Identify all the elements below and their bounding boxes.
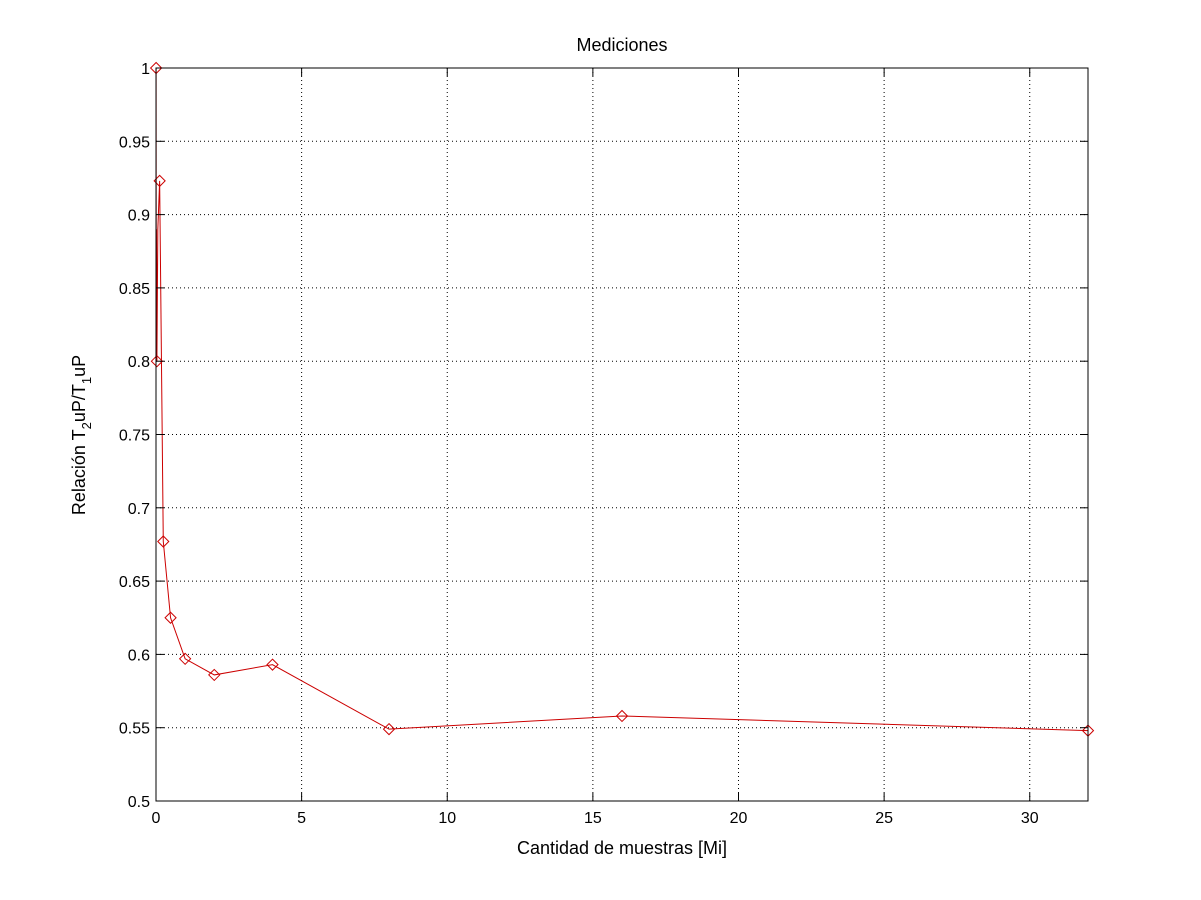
y-axis-label-subscript: 1	[79, 377, 94, 384]
grid	[156, 68, 1088, 801]
y-tick-label: 1	[141, 61, 150, 78]
data-point-marker	[615, 709, 629, 723]
y-axis-label-part: Relación T	[69, 429, 89, 515]
y-tick-labels: 0.5 0.55 0.6 0.65 0.7 0.75 0.8 0.85 0.9 0.95 1	[119, 61, 150, 811]
data-point-marker	[266, 658, 279, 671]
data-point-marker	[150, 354, 164, 368]
data-point-marker	[208, 668, 221, 682]
x-tick-label: 25	[875, 810, 893, 827]
x-tick-labels: 0 5 10 15 20 25 30	[152, 810, 1039, 827]
y-tick-label: 0.6	[128, 647, 150, 664]
y-axis-label-part: uP/T	[69, 384, 89, 422]
series-layer	[149, 61, 1095, 737]
y-axis-label: Relación T2uP/T1uP	[69, 355, 94, 515]
x-tick-label: 0	[152, 810, 161, 827]
x-tick-label: 10	[438, 810, 456, 827]
data-point-marker	[164, 611, 177, 624]
x-tick-label: 20	[730, 810, 748, 827]
y-tick-label: 0.85	[119, 281, 150, 298]
y-tick-label: 0.5	[128, 794, 150, 811]
y-axis-label-subscript: 2	[79, 422, 94, 429]
x-tick-label: 5	[297, 810, 306, 827]
chart-title: Mediciones	[576, 35, 667, 55]
data-point-marker	[157, 535, 170, 548]
data-point-marker	[382, 722, 396, 736]
ticks	[155, 67, 1088, 802]
y-tick-label: 0.75	[119, 428, 150, 445]
series-line	[155, 67, 1089, 732]
y-tick-label: 0.8	[128, 354, 150, 371]
y-axis-label-part: uP	[69, 355, 89, 377]
x-tick-label: 30	[1021, 810, 1039, 827]
y-tick-label: 0.9	[128, 208, 150, 225]
data-point-marker	[178, 652, 192, 666]
x-axis-label: Cantidad de muestras [Mi]	[517, 838, 727, 858]
x-tick-label: 15	[584, 810, 602, 827]
y-tick-label: 0.95	[119, 134, 150, 151]
y-tick-label: 0.55	[119, 721, 150, 738]
y-tick-label: 0.7	[128, 501, 150, 518]
y-tick-label: 0.65	[119, 574, 150, 591]
